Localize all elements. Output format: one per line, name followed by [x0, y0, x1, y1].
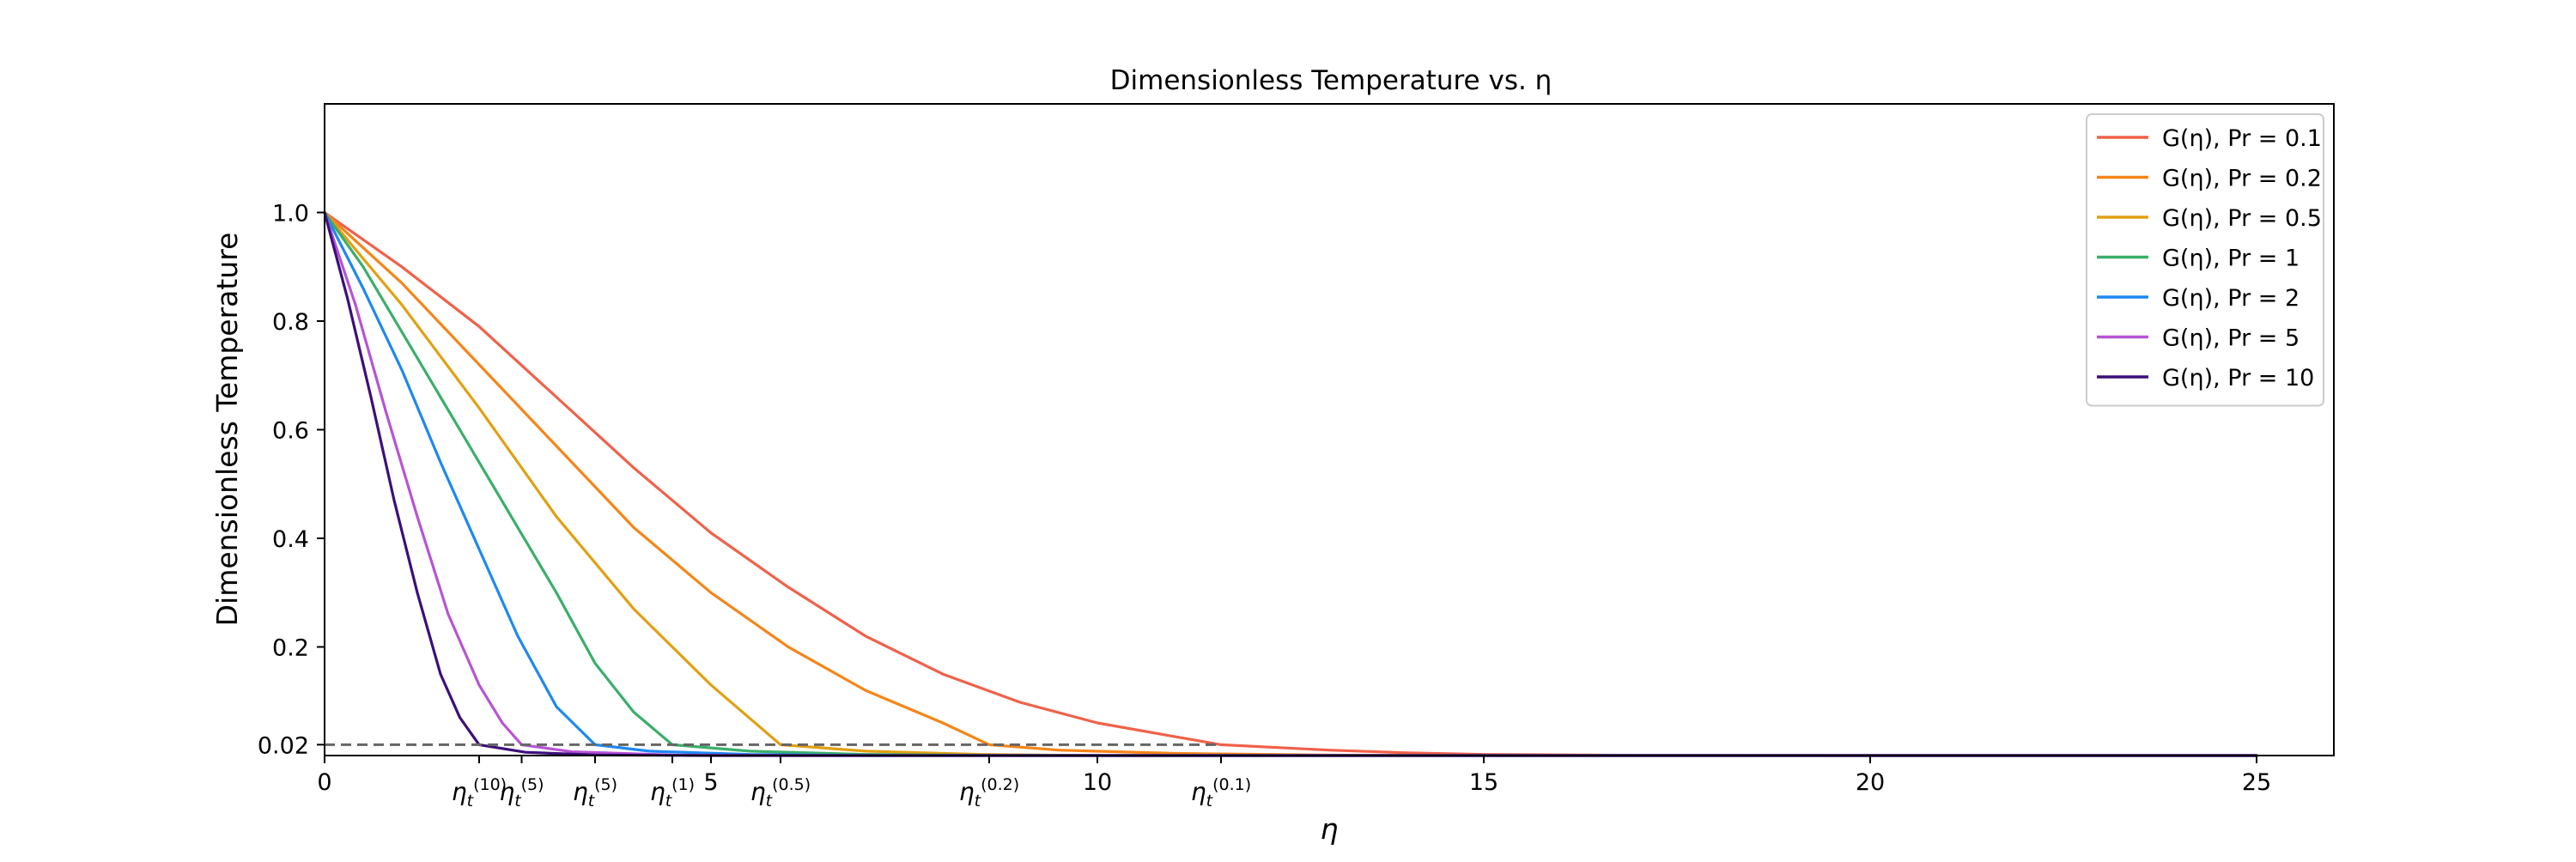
series-line-0 [323, 210, 2258, 757]
series-line-3 [323, 210, 2258, 757]
y-tick-label-5: 1.0 [272, 201, 309, 228]
series-line-6 [323, 210, 2258, 757]
legend-label-6: G(η), Pr = 10 [2162, 365, 2314, 392]
eta-tick-label-0: ηt(0.1) [1191, 775, 1251, 810]
legend-box [2086, 113, 2324, 407]
x-tick-label-0: 0 [317, 769, 331, 796]
eta-tick-text-5: ηt(5) [499, 775, 544, 810]
series-line-2 [323, 210, 2258, 757]
legend-label-1: G(η), Pr = 0.2 [2162, 166, 2322, 192]
series-line-4 [323, 210, 2258, 757]
x-axis-label: η [1321, 812, 1339, 846]
x-tick-label-2: 10 [1083, 769, 1112, 796]
y-tick-label-2: 0.4 [272, 526, 309, 553]
eta-tick-text-1: ηt(0.2) [959, 775, 1019, 810]
eta-tick-label-3: ηt(1) [650, 775, 695, 810]
eta-tick-label-4: ηt(5) [573, 775, 617, 810]
x-tick-label-5: 25 [2242, 769, 2271, 796]
x-tick-label-4: 20 [1856, 769, 1885, 796]
legend-label-2: G(η), Pr = 0.5 [2162, 205, 2322, 232]
eta-tick-text-2: ηt(0.5) [750, 775, 811, 810]
legend-label-0: G(η), Pr = 0.1 [2162, 125, 2322, 152]
y-tick-label-0: 0.02 [258, 732, 309, 759]
eta-tick-label-2: ηt(0.5) [750, 775, 811, 810]
eta-tick-text-3: ηt(1) [650, 775, 695, 810]
eta-tick-label-5: ηt(5) [499, 775, 544, 810]
eta-tick-label-1: ηt(0.2) [959, 775, 1019, 810]
eta-tick-text-6: ηt(10) [452, 775, 507, 810]
x-tick-label-1: 5 [703, 769, 718, 796]
y-axis-label: Dimensionless Temperature [210, 233, 244, 627]
y-tick-label-1: 0.2 [272, 635, 309, 662]
eta-tick-text-0: ηt(0.1) [1191, 775, 1251, 810]
eta-tick-label-6: ηt(10) [452, 775, 507, 810]
x-tick-label-3: 15 [1469, 769, 1498, 796]
series-line-5 [323, 210, 2258, 757]
legend-label-3: G(η), Pr = 1 [2162, 246, 2300, 272]
legend-label-4: G(η), Pr = 2 [2162, 285, 2300, 312]
y-tick-label-4: 0.8 [272, 309, 309, 336]
eta-tick-text-4: ηt(5) [573, 775, 617, 810]
legend-label-5: G(η), Pr = 5 [2162, 325, 2300, 352]
y-tick-label-3: 0.6 [272, 418, 309, 445]
chart-title: Dimensionless Temperature vs. η [1110, 65, 1552, 96]
series-line-1 [323, 210, 2258, 757]
plot-frame [324, 103, 2335, 756]
